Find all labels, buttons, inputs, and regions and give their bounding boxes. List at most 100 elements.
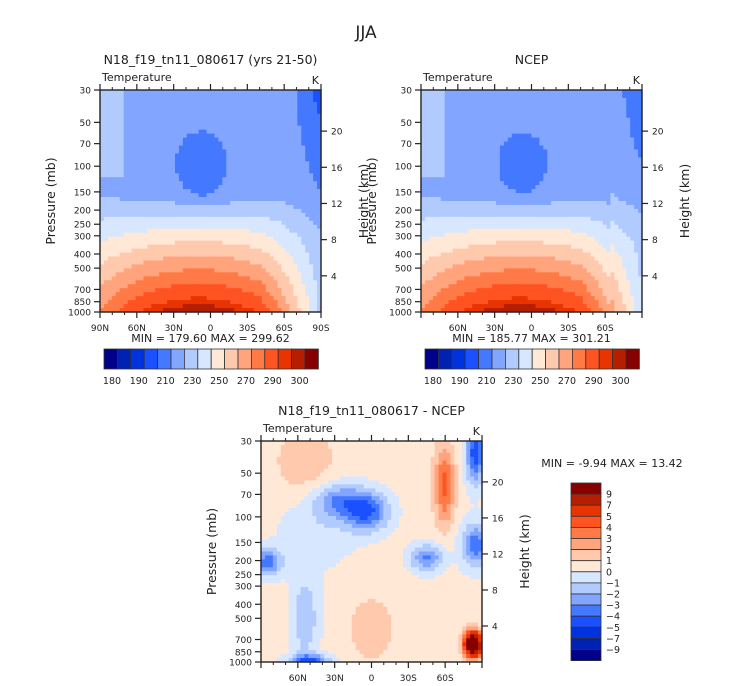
contour-cell bbox=[598, 97, 604, 103]
contour-cell bbox=[265, 90, 271, 95]
contour-cell bbox=[155, 244, 160, 250]
contour-cell bbox=[107, 280, 113, 285]
contour-cell bbox=[182, 300, 188, 305]
contour-cell bbox=[182, 224, 188, 230]
contour-cell bbox=[630, 117, 635, 123]
contour-cell bbox=[285, 236, 291, 242]
contour-cell bbox=[281, 177, 287, 182]
contour-cell bbox=[440, 157, 446, 162]
contour-cell bbox=[182, 157, 188, 162]
contour-cell bbox=[293, 117, 298, 123]
contour-cell bbox=[222, 304, 227, 309]
contour-cell bbox=[436, 145, 442, 151]
contour-cell bbox=[519, 216, 525, 222]
contour-cell bbox=[448, 177, 454, 182]
contour-cell bbox=[265, 216, 271, 222]
contour-cell bbox=[555, 145, 560, 151]
contour-cell bbox=[100, 101, 105, 107]
contour-cell bbox=[480, 129, 485, 135]
contour-cell bbox=[543, 212, 548, 218]
contour-cell bbox=[492, 157, 497, 162]
contour-cell bbox=[167, 216, 172, 222]
contour-cell bbox=[456, 181, 462, 186]
contour-cell bbox=[456, 133, 462, 139]
contour-cell bbox=[495, 145, 501, 151]
contour-cell bbox=[139, 129, 145, 135]
contour-cell bbox=[590, 197, 596, 202]
contour-cell bbox=[610, 165, 615, 170]
contour-cell bbox=[535, 181, 540, 186]
contour-cell bbox=[111, 272, 117, 277]
contour-cell bbox=[171, 216, 176, 222]
contour-cell bbox=[111, 189, 117, 194]
contour-cell bbox=[626, 165, 631, 170]
contour-cell bbox=[210, 157, 216, 162]
contour-cell bbox=[100, 197, 105, 202]
contour-cell bbox=[305, 292, 310, 297]
contour-cell bbox=[277, 224, 283, 230]
contour-cell bbox=[194, 145, 200, 151]
contour-cell bbox=[297, 141, 302, 147]
contour-cell bbox=[100, 161, 105, 166]
contour-cell bbox=[265, 177, 271, 182]
contour-cell bbox=[428, 161, 434, 166]
contour-cell bbox=[178, 101, 184, 107]
contour-cell bbox=[218, 101, 223, 107]
contour-cell bbox=[230, 304, 235, 309]
contour-cell bbox=[523, 133, 529, 139]
contour-cell bbox=[186, 292, 192, 297]
contour-cell bbox=[594, 157, 600, 162]
contour-cell bbox=[147, 224, 152, 230]
contour-cell bbox=[452, 121, 458, 127]
contour-cell bbox=[480, 109, 485, 115]
contour-cell bbox=[293, 272, 298, 277]
contour-cell bbox=[111, 157, 117, 162]
contour-cell bbox=[253, 137, 259, 143]
contour-cell bbox=[234, 252, 239, 258]
contour-cell bbox=[127, 161, 133, 166]
contour-cell bbox=[147, 173, 152, 178]
contour-cell bbox=[171, 256, 176, 262]
contour-cell bbox=[111, 97, 117, 103]
contour-cell bbox=[261, 149, 267, 155]
contour-cell bbox=[535, 133, 540, 139]
contour-cell bbox=[488, 193, 493, 198]
contour-cell bbox=[499, 197, 505, 202]
contour-cell bbox=[574, 173, 580, 178]
contour-cell bbox=[253, 117, 259, 123]
contour-cell bbox=[488, 165, 493, 170]
contour-cell bbox=[151, 268, 156, 273]
contour-cell bbox=[289, 161, 294, 166]
contour-cell bbox=[111, 90, 117, 95]
contour-cell bbox=[202, 161, 208, 166]
contour-cell bbox=[281, 141, 287, 147]
contour-cell bbox=[281, 236, 287, 242]
contour-cell bbox=[123, 212, 129, 218]
contour-cell bbox=[206, 185, 212, 190]
contour-cell bbox=[317, 276, 322, 281]
contour-cell bbox=[622, 208, 627, 214]
contour-cell bbox=[182, 101, 188, 107]
contour-cell bbox=[119, 248, 125, 254]
contour-cell bbox=[468, 97, 473, 103]
contour-cell bbox=[190, 308, 196, 313]
contour-cell bbox=[210, 236, 216, 242]
contour-cell bbox=[131, 165, 137, 170]
contour-cell bbox=[614, 193, 619, 198]
contour-cell bbox=[174, 276, 180, 281]
contour-cell bbox=[155, 264, 160, 269]
contour-cell bbox=[281, 145, 287, 151]
contour-cell bbox=[186, 90, 192, 95]
contour-cell bbox=[238, 208, 243, 214]
contour-cell bbox=[234, 304, 239, 309]
contour-cell bbox=[151, 308, 156, 313]
contour-cell bbox=[484, 177, 489, 182]
contour-cell bbox=[511, 93, 517, 99]
contour-cell bbox=[206, 252, 212, 258]
contour-cell bbox=[210, 220, 216, 226]
contour-cell bbox=[190, 157, 196, 162]
contour-cell bbox=[578, 137, 584, 143]
contour-cell bbox=[226, 280, 231, 285]
contour-cell bbox=[317, 244, 322, 250]
contour-cell bbox=[602, 101, 608, 107]
